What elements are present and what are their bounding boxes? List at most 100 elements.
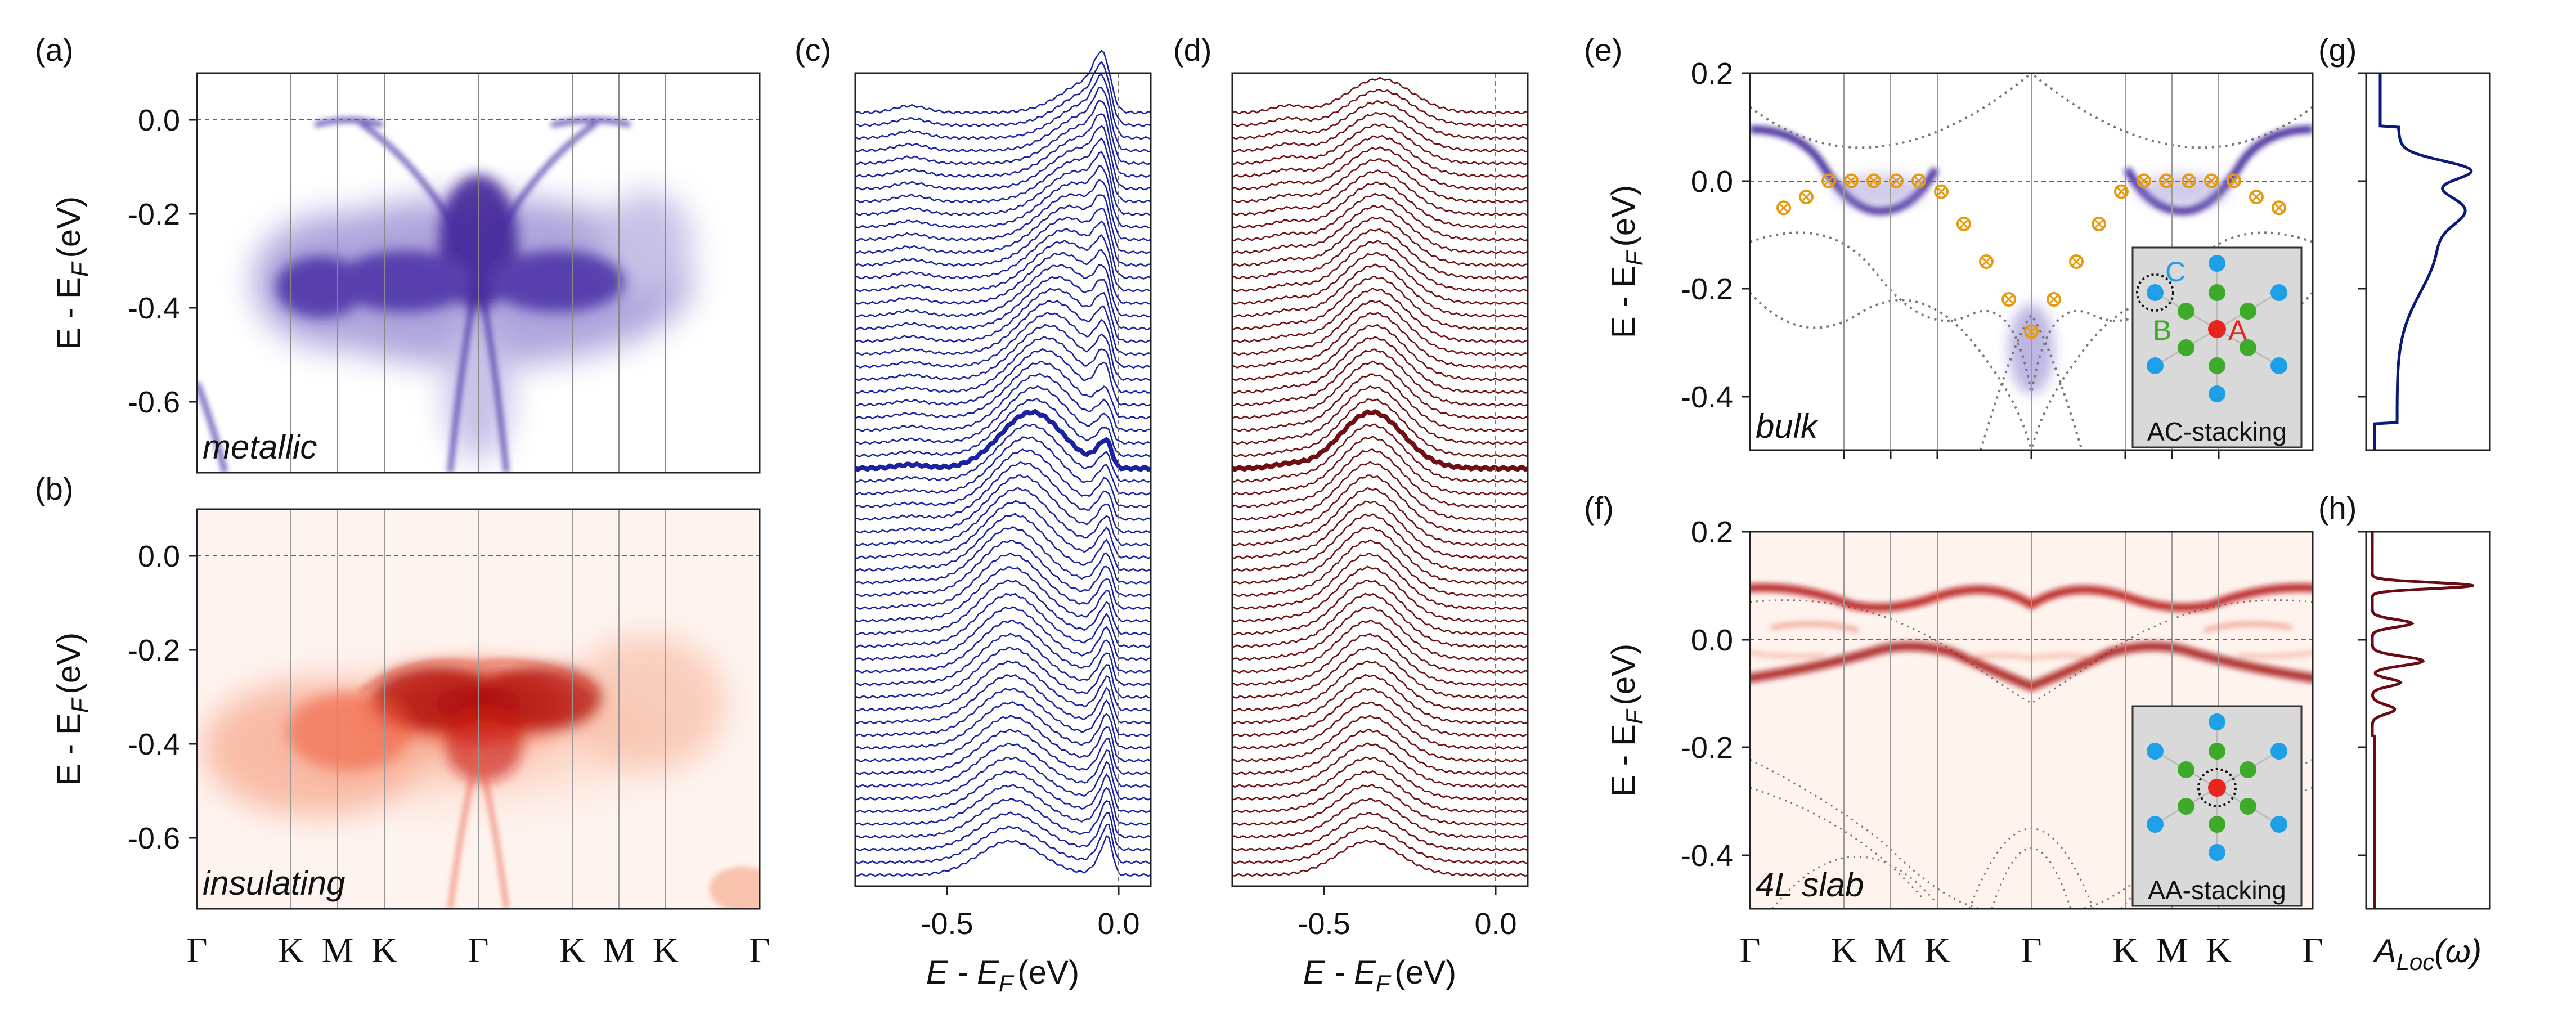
site-c-marker [2270,357,2287,374]
panel-f-ylabel-main: E - E [1605,724,1642,797]
orange-data-marker [2069,254,2084,269]
orange-data-marker [2182,173,2196,188]
edc-curve [855,660,1151,712]
edc-curve [855,249,1151,306]
edc-curve [1232,228,1528,280]
edc-curve [855,798,1151,839]
orange-data-marker [2159,173,2174,188]
panel-label-f: (f) [1584,490,1614,526]
panel-b-ylabel-main: E - E [51,713,87,785]
edc-curve [1232,100,1528,140]
kpath-label: K [2206,930,2232,970]
panel-e-yticks: 0.2 0.0 -0.2 -0.4 [1681,57,1750,414]
edc-curve [855,811,1151,852]
edc-curve [1232,729,1528,775]
edc-curve [1232,205,1528,254]
edc-curve [1232,674,1528,725]
orange-data-marker [2137,173,2151,188]
orange-cross-marker [2138,176,2149,186]
panel-a-frame [196,72,761,474]
panel-c-edc-stack: -0.5 0.0 E - EF (eV) [854,50,1152,996]
orange-data-marker [1889,173,1904,188]
panel-d-frame [1231,72,1529,887]
site-c-highlight [2136,273,2174,312]
kpath-label: Γ [468,930,489,970]
edc-curve [855,300,1151,356]
edc-curve [1232,448,1528,509]
edc-curve [855,756,1151,801]
orange-cross-marker [1913,176,1924,186]
kpath-label: Γ [750,930,770,970]
orange-cross-marker [2206,176,2217,186]
orange-data-marker [2204,173,2219,188]
edc-curve [855,701,1151,750]
site-c-marker [2270,284,2287,301]
orange-cross-marker [1981,256,1992,267]
panel-d-xlabel-main: E - E [1303,954,1376,991]
kpath-label: M [322,930,354,970]
panel-f-yticks: 0.2 0.0 -0.2 -0.4 [1681,515,1750,873]
edc-curve [1232,770,1528,814]
edc-curve [855,324,1151,381]
edc-curve [1232,606,1528,661]
panel-b-ylabel-unit: (eV) [51,632,87,694]
edc-curve [1232,217,1528,267]
edc-curve [1232,252,1528,306]
edc-curve [1232,436,1528,496]
edc-curve [1232,539,1528,598]
orange-data-marker [2227,173,2241,188]
edc-curve [1232,336,1528,394]
orange-cross-marker [2116,186,2127,197]
edc-curve [855,125,1151,191]
site-c-marker [2209,385,2225,402]
orange-cross-marker [2228,176,2240,186]
panel-b-frame [196,508,761,910]
edc-curve [855,87,1151,153]
panel-f-ytick-label: -0.4 [1681,839,1733,873]
edc-curve [855,234,1151,293]
edc-curve [1232,88,1528,128]
panel-h-local-dos-slab: ALoc(ω) [2358,531,2491,975]
inset-aa-label: AA-stacking [2148,876,2286,905]
orange-cross-marker [1958,218,1969,230]
edc-curve [1232,287,1528,343]
edc-curve [855,398,1151,457]
site-b-label: B [2153,315,2171,346]
edc-curve [855,620,1151,674]
panel-f-4l-slab-spectral: AA-stacking 4L slab 0.2 0.0 -0.2 -0.4 E … [1605,515,2323,970]
panel-f-ytick-label: -0.2 [1681,731,1733,765]
edc-curve [1232,158,1528,204]
orange-cross-marker [1823,176,1834,186]
edc-curve [855,487,1151,547]
edc-curve [1232,240,1528,293]
site-a-marker [2208,320,2226,338]
panel-e-ylabel-unit: (eV) [1605,185,1642,247]
edc-curve [1232,373,1528,433]
panel-a-ylabel-main: E - E [51,277,87,349]
panel-d-xtick-label: 0.0 [1474,907,1516,941]
orange-cross-marker [2003,294,2014,305]
panel-a-ytick-label: -0.6 [128,385,180,419]
panel-c-xlabel: E - EF (eV) [926,954,1079,996]
edc-curve [855,647,1151,699]
edc-curve [1232,134,1528,178]
panel-b-kpath-labels: Γ K M K Γ K M K Γ [187,930,770,970]
panel-c-xlabel-unit: (eV) [1018,954,1080,991]
edc-curve [855,165,1151,229]
orange-cross-marker [2273,203,2285,213]
panel-c-xlabel-sub: F [999,970,1015,996]
edc-curve [855,540,1151,598]
panel-f-ylabel-sub: F [1621,708,1648,724]
panel-d-xlabel: E - EF (eV) [1303,954,1456,996]
edc-curve [1232,111,1528,153]
panel-h-xlabel: ALoc(ω) [2373,933,2481,975]
panel-h-frame [2365,531,2491,910]
edc-curve [854,408,1151,472]
edc-curve [1231,409,1528,472]
panel-e-ytick-label: -0.2 [1681,272,1733,306]
edc-curve [855,461,1151,522]
panel-e-ylabel-sub: F [1621,250,1648,266]
orange-data-marker [2024,324,2039,339]
panel-a-ytick-label: 0.0 [138,104,180,137]
